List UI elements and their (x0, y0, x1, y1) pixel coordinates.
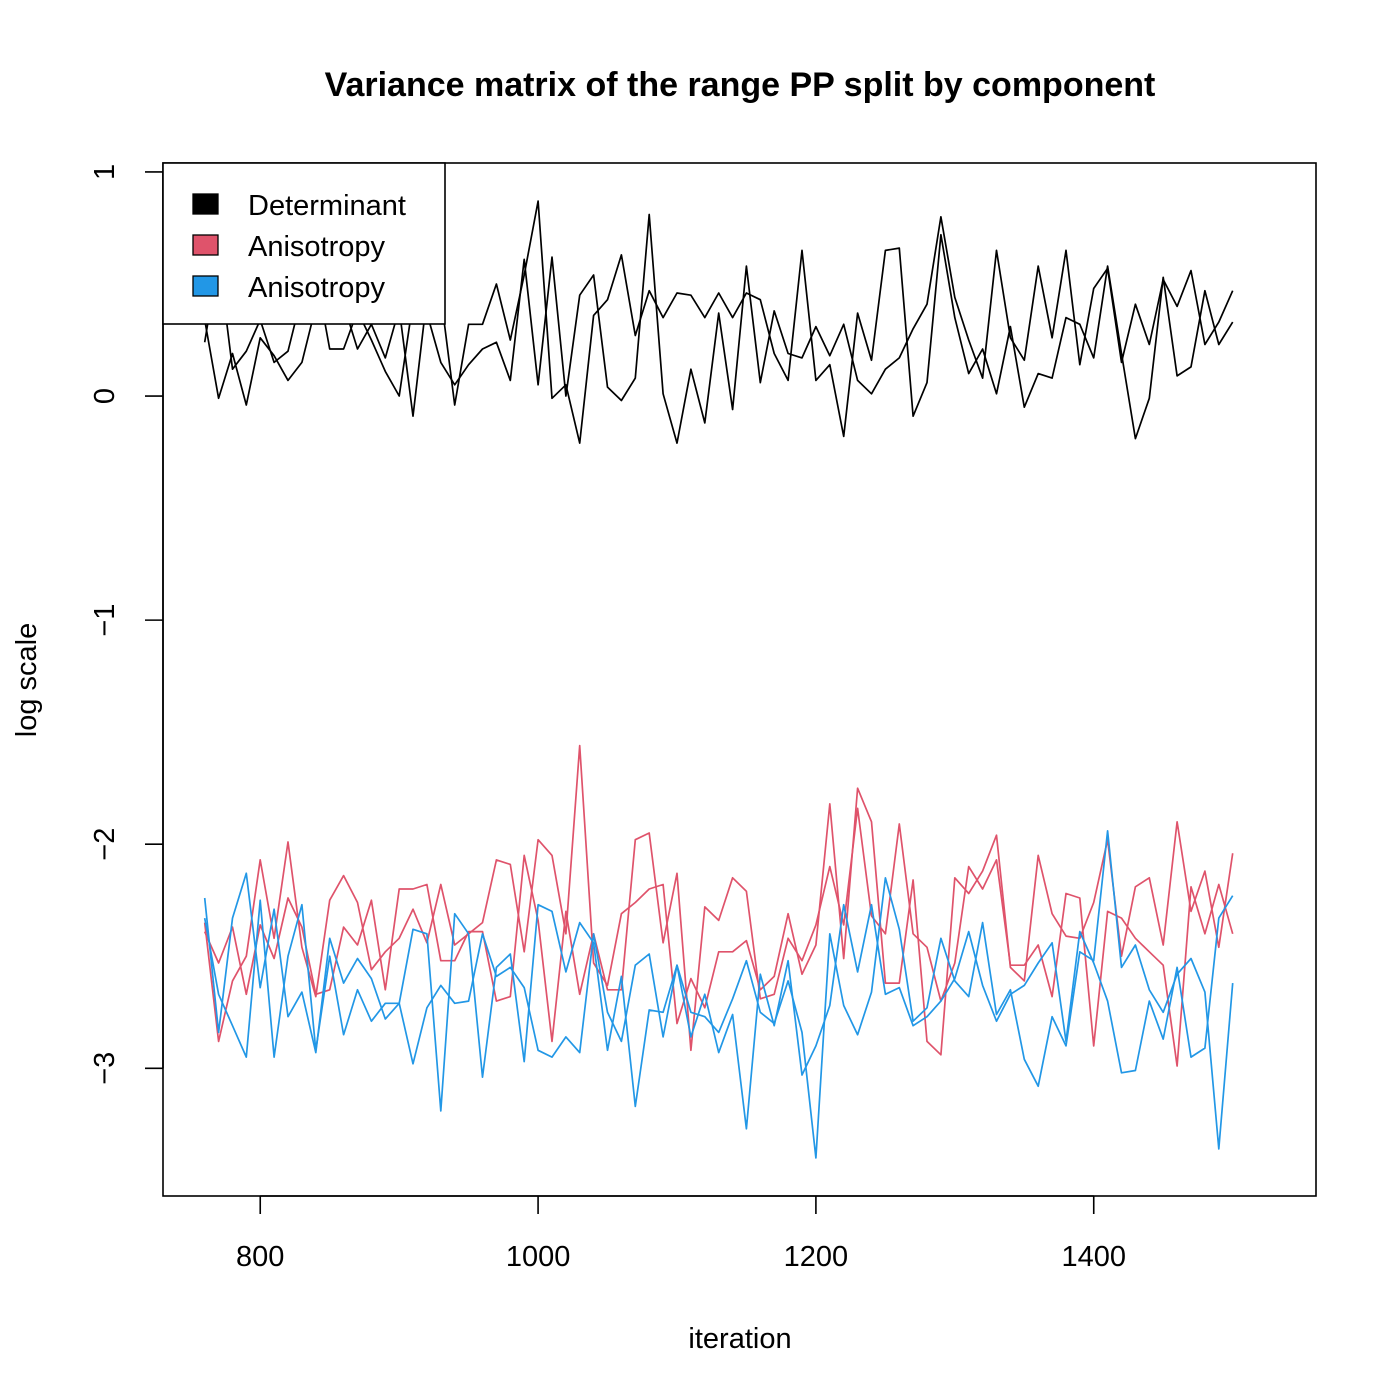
y-tick-label: 0 (89, 388, 121, 404)
y-axis: −3 −2 −1 0 1 (89, 164, 164, 1085)
y-tick-label: −2 (89, 828, 121, 861)
x-tick-label: 1000 (506, 1241, 571, 1273)
y-tick-label: −3 (89, 1052, 121, 1085)
series-line-5 (203, 872, 1234, 1130)
legend-label: Determinant (248, 190, 406, 222)
x-axis: 800 1000 1200 1400 (236, 1195, 1126, 1273)
series-line-1 (203, 213, 1234, 444)
x-tick-label: 1200 (784, 1241, 849, 1273)
y-tick-label: −1 (89, 604, 121, 637)
x-tick-label: 1400 (1061, 1241, 1126, 1273)
y-tick-label: 1 (89, 164, 121, 180)
legend-label: Anisotropy (248, 272, 386, 304)
series-line-6 (203, 829, 1234, 1159)
legend-swatch (192, 234, 219, 256)
legend-swatch (192, 193, 219, 215)
series-layer (203, 200, 1234, 1159)
y-axis-label: log scale (11, 623, 43, 737)
chart-title: Variance matrix of the range PP split by… (325, 66, 1156, 104)
series-line-4 (203, 807, 1234, 1067)
legend: Determinant Anisotropy Anisotropy (162, 162, 446, 325)
legend-label: Anisotropy (248, 231, 386, 263)
x-axis-label: iteration (688, 1323, 791, 1355)
series-line-2 (203, 200, 1234, 444)
legend-swatch (192, 275, 219, 297)
x-tick-label: 800 (236, 1241, 284, 1273)
series-line-3 (203, 744, 1234, 1056)
